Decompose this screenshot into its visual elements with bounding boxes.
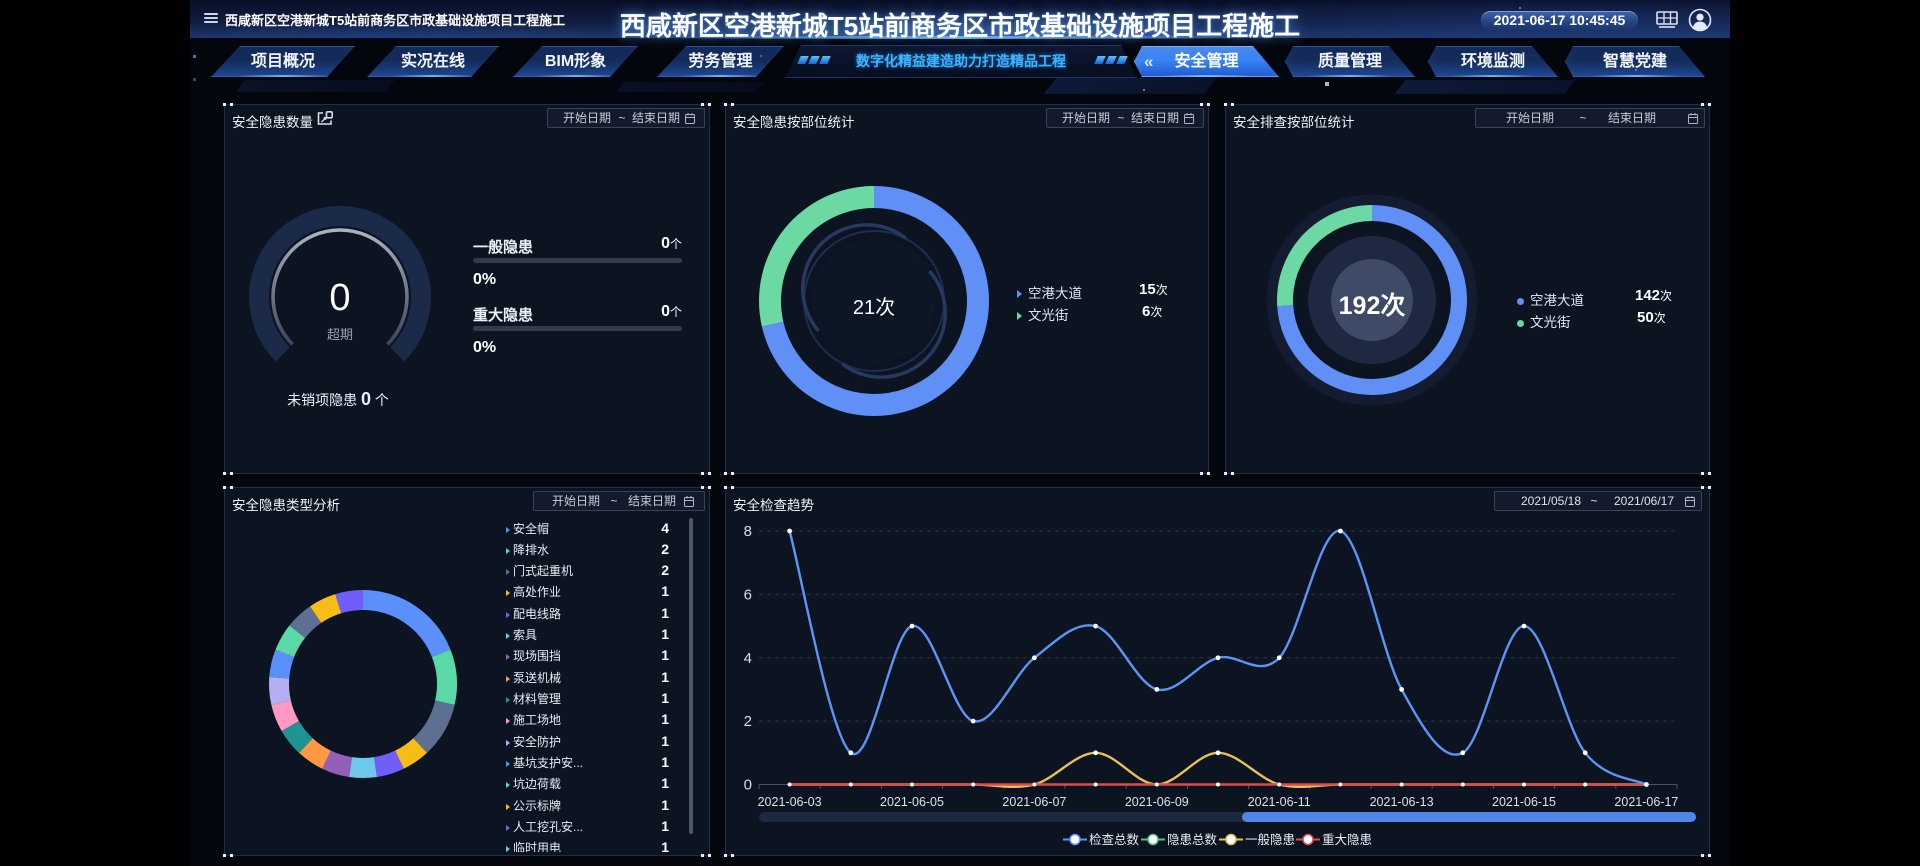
svg-text:2: 2 [744,713,752,730]
svg-text:2021-06-09: 2021-06-09 [1125,795,1189,809]
svg-text:2021-06-05: 2021-06-05 [880,795,944,809]
svg-text:2021-06-07: 2021-06-07 [1002,795,1066,809]
svg-text:2021-06-13: 2021-06-13 [1370,795,1434,809]
svg-text:检查总数: 检查总数 [1089,832,1140,847]
svg-text:2021-06-17: 2021-06-17 [1614,795,1678,809]
svg-text:6: 6 [744,586,752,603]
svg-text:2021-06-03: 2021-06-03 [758,795,822,809]
svg-text:8: 8 [744,523,752,540]
svg-text:2021-06-11: 2021-06-11 [1248,795,1311,809]
svg-text:4: 4 [744,650,752,667]
svg-text:一般隐患: 一般隐患 [1245,832,1295,847]
svg-text:0: 0 [744,777,752,794]
svg-text:隐患总数: 隐患总数 [1167,832,1218,847]
svg-text:重大隐患: 重大隐患 [1322,832,1372,847]
svg-text:2021-06-15: 2021-06-15 [1492,795,1556,809]
